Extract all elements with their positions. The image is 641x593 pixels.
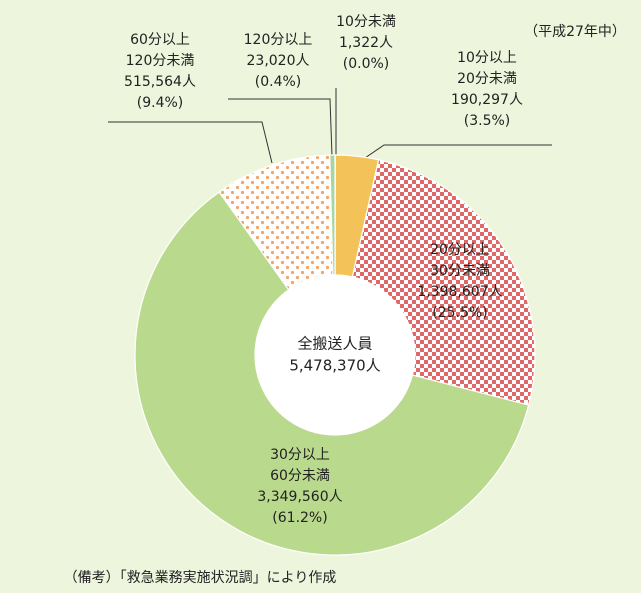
percent-label: (9.4%) [137,95,184,111]
category-label: 120分以上 [244,32,313,48]
percent-label: (0.0%) [343,56,390,72]
category-label: 60分以上 [130,32,190,48]
category-label: 10分未満 [336,14,396,30]
category-label: 20分未満 [457,71,517,87]
center-label: 5,478,370人 [289,357,380,375]
donut-hole [255,275,415,435]
leader-line [108,121,273,164]
leader-line [228,98,333,157]
center-label: 全搬送人員 [297,335,372,353]
percent-label: (61.2%) [272,510,327,526]
value-label: 23,020人 [247,53,310,69]
percent-label: (25.5%) [432,305,487,321]
value-label: 1,322人 [339,35,393,51]
category-label: 20分以上 [430,242,490,258]
value-label: 3,349,560人 [257,489,342,505]
category-label: 60分未満 [270,468,330,484]
category-label: 30分以上 [270,447,330,463]
value-label: 190,297人 [451,92,523,108]
source: （備考）「救急業務実施状況調」により作成 [64,570,337,586]
leader-line [361,144,552,161]
category-label: 30分未満 [430,263,490,279]
percent-label: (0.4%) [255,74,302,90]
category-label: 10分以上 [457,50,517,66]
value-label: 1,398,607人 [417,284,502,300]
percent-label: (3.5%) [464,113,511,129]
value-label: 515,564人 [124,74,196,90]
note: （平成27年中） [524,24,626,40]
category-label: 120分未満 [126,53,195,69]
donut-slice [134,191,530,556]
